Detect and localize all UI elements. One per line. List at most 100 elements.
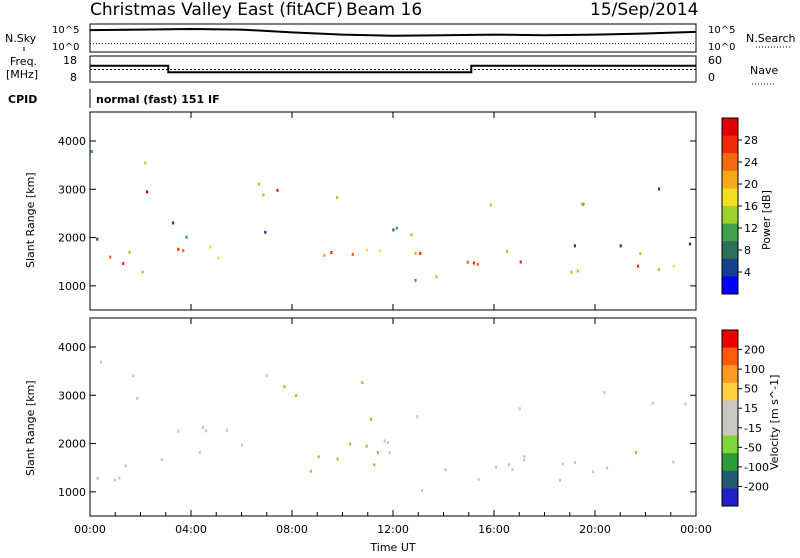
power-cell [519, 260, 522, 264]
velocity-colorbar-tick-label: -50 [744, 441, 762, 454]
cpid-value: normal (fast) 151 IF [96, 93, 220, 106]
power-cell [476, 262, 479, 266]
velocity-cell [603, 391, 606, 395]
power-cell [505, 249, 509, 253]
velocity-cell [558, 478, 562, 482]
power-cell [351, 252, 354, 256]
velocity-colorbar-swatch [722, 347, 738, 366]
nave-label: Nave [750, 64, 778, 77]
velocity-cell [605, 466, 609, 470]
velocity-colorbar-tick-label: 100 [744, 363, 765, 376]
velocity-colorbar-swatch [722, 382, 738, 401]
power-cell [582, 202, 585, 206]
power-y-tick-label: 2000 [58, 232, 86, 245]
velocity-cell [113, 478, 116, 482]
velocity-cell [477, 477, 480, 481]
velocity-colorbar-tick-label: 50 [744, 383, 758, 396]
power-heatmap [90, 150, 692, 282]
velocity-colorbar-frame [721, 329, 739, 507]
velocity-cell [634, 451, 638, 455]
date-label: 15/Sep/2014 [590, 0, 698, 20]
power-cell [414, 251, 417, 255]
power-colorbar-tick-label: 20 [744, 178, 758, 191]
velocity-cell [373, 463, 376, 467]
power-cell [619, 244, 622, 248]
power-cell [209, 245, 212, 249]
power-cell [688, 242, 692, 246]
power-cell [414, 278, 417, 282]
velocity-colorbar-tick-label: -200 [744, 480, 769, 493]
power-colorbar-swatch [722, 135, 738, 154]
velocity-cell [240, 443, 243, 447]
velocity-colorbar-swatch [722, 365, 738, 384]
nsearch-tick-bottom: 10^0 [708, 42, 735, 53]
power-cell [217, 256, 220, 260]
velocity-heatmap [96, 360, 687, 493]
power-cell [144, 161, 147, 165]
power-cell [576, 269, 579, 273]
velocity-cell [198, 450, 201, 454]
velocity-cell [204, 429, 208, 433]
power-cell [262, 193, 265, 197]
velocity-cell [124, 464, 127, 468]
power-colorbar: 28 24 20 16 12 8 4 [721, 117, 758, 295]
power-colorbar-tick-label: 4 [744, 266, 751, 279]
velocity-cell [376, 451, 380, 455]
power-colorbar-swatch [722, 206, 738, 225]
time-tick-label: 00:00 [74, 523, 106, 536]
velocity-cell [591, 470, 595, 474]
power-colorbar-swatch [722, 118, 738, 137]
velocity-cell [160, 458, 164, 462]
velocity-cell [201, 425, 205, 429]
power-cell [639, 252, 642, 256]
power-colorbar-tick-label: 28 [744, 134, 758, 147]
velocity-colorbar-label: Velocity [m s^-1] [768, 375, 781, 470]
velocity-cell [132, 374, 135, 378]
power-cell [323, 253, 326, 257]
power-cell [489, 203, 492, 207]
velocity-colorbar-swatch [722, 435, 738, 454]
velocity-y-tick-label: 1000 [58, 486, 86, 499]
nsky-panel: N.Sky 10^5 10^0 10^5 10^0 N.Search [5, 23, 796, 53]
freq-panel: Freq. [MHz] 18 8 60 0 Nave [6, 54, 778, 85]
power-cell [141, 270, 144, 274]
velocity-cell [283, 385, 286, 389]
time-axis-label: Time UT [369, 541, 415, 554]
velocity-cell [444, 468, 447, 472]
freq-series-line [90, 64, 696, 74]
velocity-cell [651, 401, 654, 405]
velocity-panel: 1000 2000 3000 4000 Slant Range [km] 200 100… [24, 317, 781, 517]
power-cell [185, 235, 188, 239]
velocity-colorbar-swatch [722, 453, 738, 472]
velocity-cell [265, 373, 268, 377]
power-colorbar-swatch [722, 241, 738, 260]
time-tick-label: 20:00 [579, 523, 611, 536]
velocity-cell [136, 396, 139, 400]
velocity-cell [225, 428, 229, 432]
power-cell [90, 150, 93, 154]
power-cell [636, 264, 640, 268]
power-colorbar-tick-label: 16 [744, 200, 758, 213]
power-y-tick-label: 3000 [58, 183, 86, 196]
velocity-cell [518, 407, 521, 411]
power-cell [410, 233, 413, 237]
velocity-cell [421, 489, 424, 493]
power-cell [264, 230, 267, 234]
power-cell [378, 249, 381, 253]
power-cell [419, 251, 422, 255]
power-cell [573, 244, 577, 248]
power-panel: 1000 2000 3000 4000 Slant Range [km] 28 24 20… [24, 111, 773, 311]
velocity-colorbar-swatch [722, 400, 738, 419]
velocity-cell [96, 476, 99, 480]
velocity-cell [507, 463, 511, 467]
power-y-tick-label: 4000 [58, 135, 86, 148]
power-cell [109, 255, 112, 259]
velocity-y-tick-label: 3000 [58, 389, 86, 402]
power-cell [336, 196, 339, 200]
velocity-cell [416, 415, 419, 419]
velocity-cell [348, 442, 352, 446]
power-cell [122, 262, 125, 266]
power-cell [466, 260, 469, 264]
nsky-tick-top: 10^5 [52, 25, 79, 36]
velocity-colorbar-tick-label: 200 [744, 344, 765, 357]
